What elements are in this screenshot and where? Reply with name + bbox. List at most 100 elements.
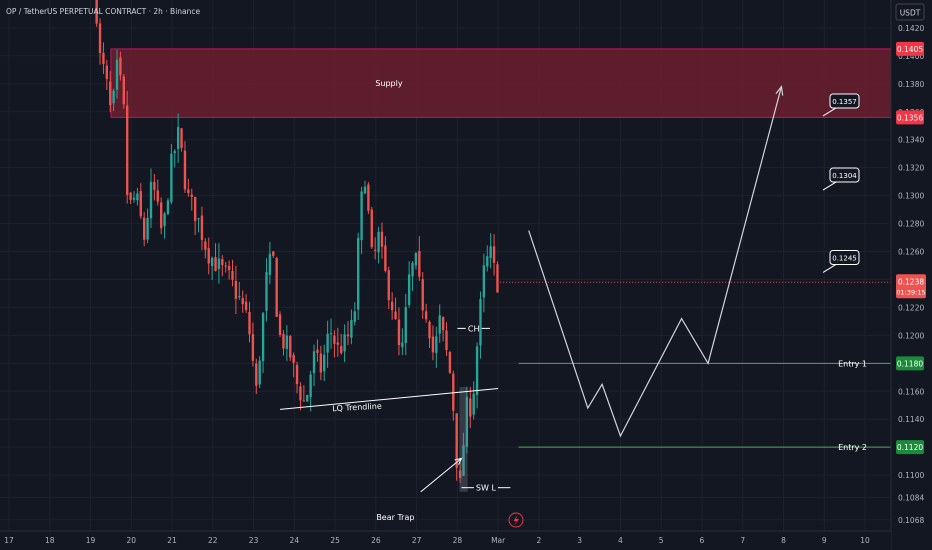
candle-body: [295, 364, 299, 385]
candle-body: [109, 81, 112, 106]
candle-body: [323, 354, 326, 372]
y-tick-label: 0.1400: [898, 52, 924, 61]
candle-body: [326, 333, 329, 353]
candle-body: [193, 196, 197, 221]
x-tick-label: 9: [822, 536, 827, 545]
candle-body: [390, 301, 394, 311]
last-price-label: 0.1238: [898, 277, 924, 286]
candle-body: [204, 241, 207, 250]
candle-body: [357, 237, 360, 310]
y-tick-label: 0.1420: [898, 24, 924, 33]
candle-body: [384, 245, 387, 271]
candle-body: [496, 264, 499, 293]
candle-body: [428, 321, 431, 339]
projection-arrow-head: [775, 85, 784, 96]
candle-body: [122, 76, 126, 105]
countdown-label: 01:39:15: [896, 288, 925, 296]
x-tick-label: 28: [453, 536, 463, 545]
candle-body: [309, 374, 312, 398]
candle-body: [221, 258, 224, 266]
candle-body: [261, 313, 265, 362]
candle-body: [149, 181, 153, 219]
candle-body: [319, 353, 323, 373]
candle-body: [482, 265, 486, 298]
candle-body: [255, 363, 258, 386]
candle-body: [306, 394, 309, 402]
y-tick-label: 0.1084: [898, 493, 924, 502]
candle-body: [489, 246, 492, 259]
candle-body: [435, 336, 438, 354]
candle-body: [102, 52, 105, 65]
supply-zone-label: Supply: [375, 79, 403, 88]
candle-body: [272, 251, 275, 256]
candle-body: [132, 197, 136, 200]
candle-body: [397, 319, 401, 346]
candle-body: [258, 360, 261, 385]
target-callout-pointer: [822, 107, 837, 117]
candle-body: [231, 270, 234, 280]
candle-body: [105, 65, 109, 80]
candle-body: [424, 311, 428, 320]
x-tick-label: 17: [4, 536, 14, 545]
y-tick-label: 0.1280: [898, 220, 924, 229]
candle-body: [238, 296, 241, 298]
candle-body: [492, 246, 496, 263]
candle-body: [112, 90, 115, 104]
candle-body: [469, 398, 472, 417]
time-axis[interactable]: [0, 531, 891, 550]
y-tick-label: 0.1320: [898, 164, 924, 173]
candle-body: [486, 256, 489, 267]
candle-body: [475, 346, 479, 395]
candle-body: [173, 151, 176, 154]
target-label: 0.1304: [832, 172, 857, 180]
candle-body: [244, 301, 248, 311]
replay-icon[interactable]: [508, 512, 524, 528]
candle-body: [129, 192, 132, 200]
x-tick-label: 2: [537, 536, 542, 545]
candle-body: [367, 184, 370, 211]
x-tick-label: 24: [290, 536, 300, 545]
x-tick-label: 5: [659, 536, 664, 545]
candle-body: [438, 315, 441, 334]
candle-body: [159, 202, 163, 229]
bear-trap-highlight: [459, 387, 468, 492]
target-callout[interactable]: [829, 249, 860, 265]
target-label: 0.1357: [832, 98, 857, 106]
candle-body: [241, 298, 244, 305]
chart-title: OP / TetherUS PERPETUAL CONTRACT · 2h · …: [6, 7, 201, 16]
y-tick-label: 0.1260: [898, 248, 924, 257]
candle-body: [377, 231, 380, 253]
currency-button[interactable]: [895, 3, 925, 21]
supply-price-label: 0.1405: [897, 45, 923, 54]
candle-body: [404, 307, 407, 343]
x-tick-label: 22: [208, 536, 218, 545]
candle-body: [312, 351, 316, 374]
x-tick-label: Mar: [491, 536, 506, 545]
x-tick-label: 27: [412, 536, 422, 545]
candle-body: [479, 299, 482, 346]
y-tick-label: 0.1300: [898, 192, 924, 201]
candle-body: [401, 342, 404, 348]
supply-price-tag: [896, 41, 924, 56]
target-callout-pointer: [822, 264, 837, 273]
candle-body: [278, 314, 282, 335]
entry-price-tag: [896, 440, 924, 455]
candle-body: [139, 191, 142, 217]
y-tick-label: 0.1220: [898, 303, 924, 312]
target-callout[interactable]: [829, 93, 860, 109]
candle-body: [146, 218, 149, 240]
candle-body: [265, 272, 268, 311]
candle-body: [268, 253, 272, 275]
x-tick-label: 3: [577, 536, 582, 545]
candle-body: [143, 217, 146, 240]
candle-body: [166, 200, 170, 215]
candle-body: [176, 127, 180, 149]
y-tick-label: 0.1140: [898, 415, 924, 424]
y-tick-label: 0.1200: [898, 331, 924, 340]
supply-price-tag: [896, 110, 924, 125]
y-tick-label: 0.1340: [898, 136, 924, 145]
x-tick-label: 19: [86, 536, 96, 545]
candle-body: [197, 218, 200, 220]
target-callout[interactable]: [829, 167, 860, 183]
